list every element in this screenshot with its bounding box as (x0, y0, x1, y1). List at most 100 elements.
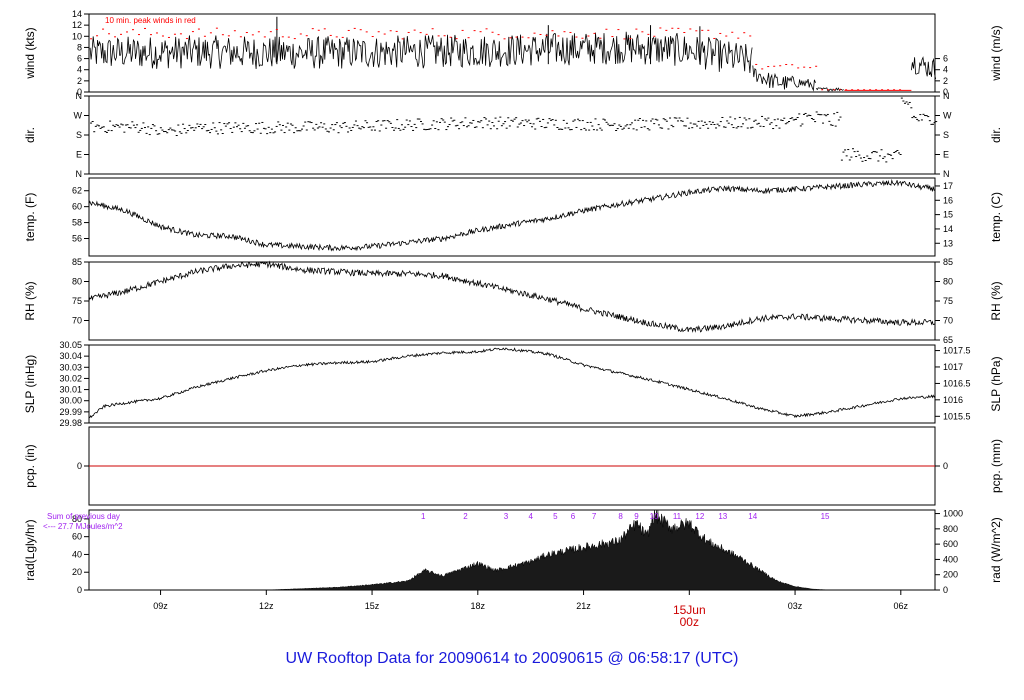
dir-point (291, 124, 294, 126)
rh-ylabel-right: RH (%) (989, 281, 1003, 320)
rad-hour-mark: 2 (463, 512, 468, 521)
dir-point (124, 124, 127, 126)
dir-point (776, 118, 779, 120)
dir-point (340, 127, 343, 129)
dir-point (925, 115, 928, 117)
rh-ltick-label: 70 (72, 316, 82, 326)
wind-ltick-label: 12 (72, 20, 82, 30)
dir-point (896, 149, 899, 151)
dir-point (196, 123, 199, 125)
dir-point (113, 126, 116, 128)
dir-point (611, 124, 614, 126)
dir-point (564, 127, 567, 129)
dir-point (107, 129, 110, 131)
dir-point (396, 119, 399, 121)
dir-point (798, 113, 801, 115)
dir-point (515, 117, 518, 119)
dir-point (228, 122, 231, 124)
dir-point (386, 120, 389, 122)
dir-point (204, 124, 207, 126)
dir-point (545, 126, 548, 128)
dir-point (650, 120, 653, 122)
dir-point (394, 127, 397, 129)
dir-point (523, 125, 526, 127)
dir-point (224, 125, 227, 127)
dir-point (919, 114, 922, 116)
dir-point (699, 127, 702, 129)
dir-point (883, 156, 886, 158)
dir-point (537, 117, 540, 119)
dir-point (380, 124, 383, 126)
dir-point (713, 123, 716, 125)
dir-point (373, 129, 376, 131)
dir-point (855, 156, 858, 158)
rh-ltick-label: 85 (72, 257, 82, 267)
dir-point (845, 155, 848, 157)
dir-point (538, 120, 541, 122)
dir-point (323, 123, 326, 125)
dir-point (670, 124, 673, 126)
dir-point (504, 121, 507, 123)
slp-line (88, 347, 936, 419)
x-tick-label: 12z (259, 601, 274, 611)
dir-point (505, 127, 508, 129)
dir-point (535, 118, 538, 120)
dir-point (443, 121, 446, 123)
slp-ltick-label: 30.03 (59, 362, 82, 372)
dir-point (104, 131, 107, 133)
dir-point (799, 125, 802, 127)
dir-point (399, 129, 402, 131)
dir-point (393, 129, 396, 131)
dir-point (738, 116, 741, 118)
dir-point (580, 129, 583, 131)
dir-point (684, 125, 687, 127)
dir-point (418, 118, 421, 120)
dir-point (435, 121, 438, 123)
dir-point (427, 128, 430, 130)
dir-point (933, 122, 936, 124)
slp-rtick-label: 1017 (943, 362, 963, 372)
dir-point (326, 130, 329, 132)
dir-point (917, 120, 920, 122)
dir-point (421, 123, 424, 125)
dir-point (229, 128, 232, 130)
dir-point (327, 131, 330, 133)
dir-point (740, 126, 743, 128)
dir-point (369, 126, 372, 128)
dir-point (613, 123, 616, 125)
rh-rtick-label: 85 (943, 257, 953, 267)
dir-point (570, 129, 573, 131)
dir-point (220, 129, 223, 131)
rad-ltick-label: 60 (72, 532, 82, 542)
x-tick-label-day: 00z (680, 615, 699, 629)
dir-point (470, 122, 473, 124)
dir-point (294, 127, 297, 129)
dir-point (188, 124, 191, 126)
dir-point (826, 113, 829, 115)
dir-point (423, 128, 426, 130)
dir-point (708, 121, 711, 123)
dir-point (256, 128, 259, 130)
slp-rtick-label: 1015.5 (943, 411, 971, 421)
dir-point (136, 124, 139, 126)
dir-point (869, 158, 872, 160)
dir-point (324, 128, 327, 130)
dir-point (499, 116, 502, 118)
dir-point (366, 122, 369, 124)
dir-point (383, 120, 386, 122)
x-tick-label: 21z (576, 601, 591, 611)
rad-hour-mark: 7 (592, 512, 597, 521)
dir-point (178, 131, 181, 133)
dir-point (751, 126, 754, 128)
slp-ylabel-left: SLP (inHg) (23, 355, 37, 413)
dir-point (451, 120, 454, 122)
rh-ltick-label: 80 (72, 277, 82, 287)
dir-point (318, 126, 321, 128)
dir-point (242, 122, 245, 124)
wind-rtick-label: 2 (943, 76, 948, 86)
dir-point (897, 152, 900, 154)
rh-ltick-label: 75 (72, 296, 82, 306)
dir-point (372, 126, 375, 128)
dir-point (496, 128, 499, 130)
dir-point (575, 126, 578, 128)
